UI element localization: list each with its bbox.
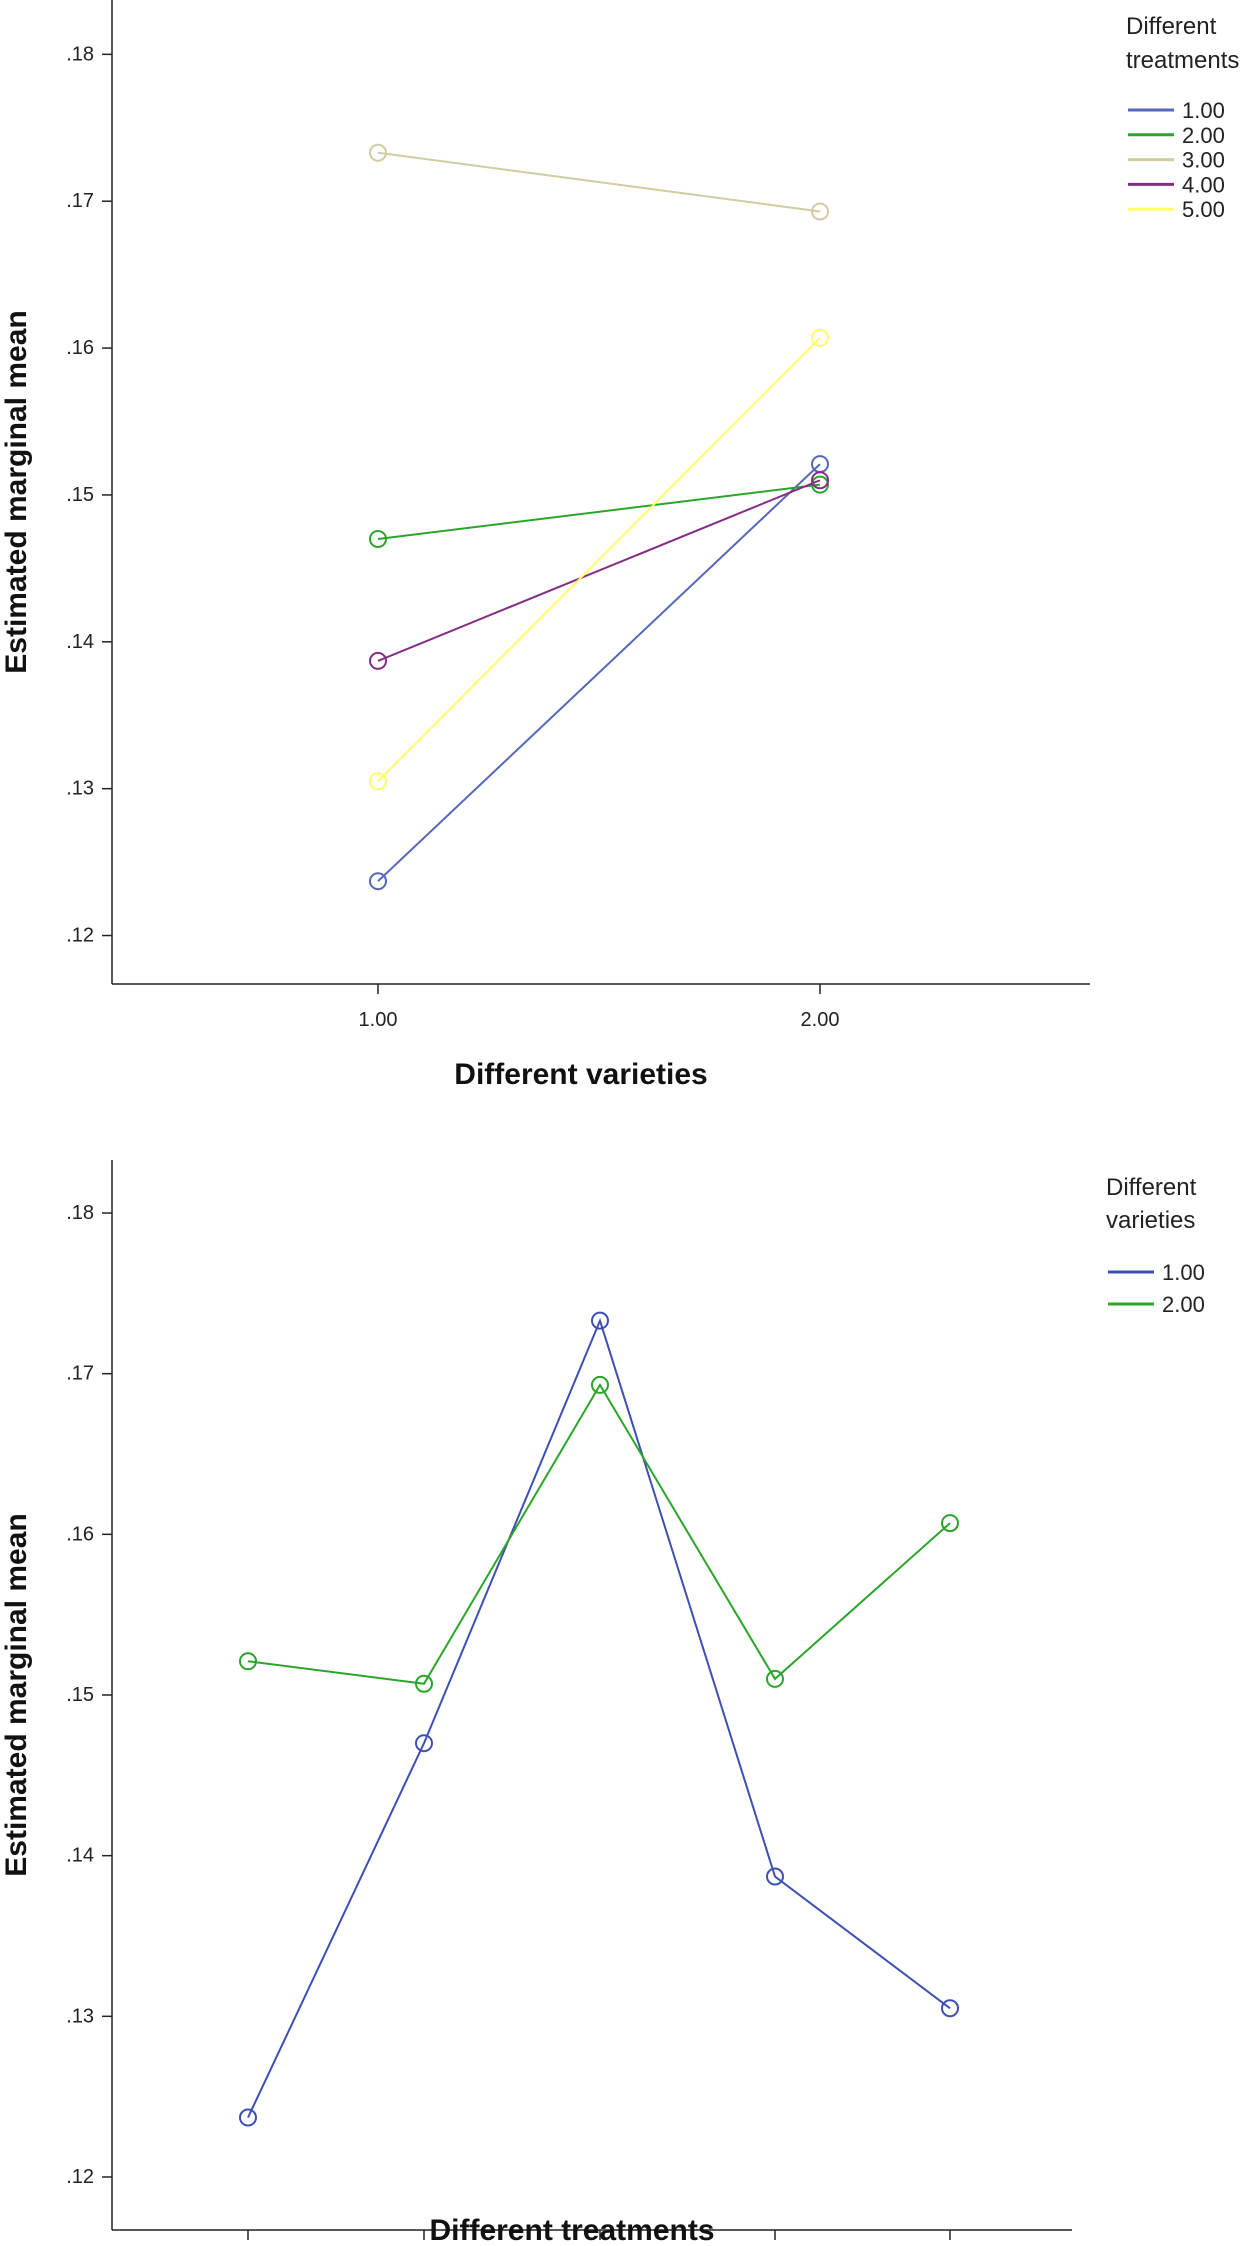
legend-title-line: Different [1126,13,1217,40]
legend-title-line: Different [1106,1174,1197,1201]
series-line [247,1317,951,2118]
data-point [941,1514,959,1533]
data-point [415,1734,433,1753]
data-point [811,471,829,490]
y-axis-title: Estimated marginal mean [0,310,33,673]
x-tick-label: 2.00 [801,1009,840,1031]
plot-area [239,1311,959,2127]
series-line [377,483,821,540]
x-axis-title: Different treatments [429,2214,714,2246]
series-3.00 [369,143,829,221]
legend-title-line: treatments [1126,47,1239,74]
legend-item: 3.00 [1128,148,1225,173]
data-point [811,475,829,494]
data-point [591,1311,609,1330]
legend-item: 2.00 [1108,1292,1205,1317]
legend-label: 3.00 [1182,148,1225,173]
data-point [369,143,387,162]
legend-item: 5.00 [1128,197,1225,222]
data-point [369,872,387,891]
series-1.00 [369,455,829,891]
legend-item: 1.00 [1108,1260,1205,1285]
x-tick-label: 1.00 [359,1009,398,1031]
series-line [377,479,821,662]
legend-label: 1.00 [1182,98,1225,123]
legend-item: 2.00 [1128,123,1225,148]
y-tick-label: .17 [66,190,94,212]
y-tick-label: .15 [66,1684,94,1706]
data-point [591,1375,609,1394]
data-point [369,651,387,670]
y-axis-title: Estimated marginal mean [0,1513,33,1876]
legend: Different treatments 1.002.003.004.005.00 [1126,13,1239,222]
legend-item: 1.00 [1128,98,1225,123]
series-2.00 [239,1375,959,1693]
legend-label: 2.00 [1162,1292,1205,1317]
y-tick-label: .15 [66,484,94,506]
series-line [247,1382,951,1685]
data-point [811,202,829,221]
data-point [766,1669,784,1688]
axes: .12.13.14.15.16.17.181.002.003.004.005.0… [66,1160,1072,2240]
axes: .12 .13 .14 .15 .16 .17 .18 1.00 2.00 [66,0,1090,1031]
series-5.00 [369,328,829,791]
y-tick-label: .14 [66,1845,94,1867]
legend-label: 1.00 [1162,1260,1205,1285]
y-tick-label: .16 [66,1523,94,1545]
data-point [369,529,387,548]
y-tick-label: .12 [66,925,94,947]
chart-treatments: .12.13.14.15.16.17.181.002.003.004.005.0… [0,1160,1205,2246]
y-tick-label: .13 [66,778,94,800]
data-point [239,2108,257,2127]
series-line [377,337,821,783]
y-tick-label: .13 [66,2005,94,2027]
series-1.00 [239,1311,959,2127]
data-point [369,772,387,791]
data-point [766,1867,784,1886]
y-tick-label: .14 [66,631,94,653]
data-point [239,1652,257,1671]
data-point [415,1674,433,1693]
data-point [941,1999,959,2018]
series-2.00 [369,475,829,548]
legend-label: 2.00 [1182,123,1225,148]
series-4.00 [369,471,829,670]
y-tick-label: .12 [66,2166,94,2188]
x-axis-title: Different varieties [454,1058,707,1091]
data-point [811,328,829,347]
legend-label: 5.00 [1182,197,1225,222]
y-tick-label: .18 [66,1202,94,1224]
legend-title-line: varieties [1106,1207,1195,1234]
series-line [377,463,821,882]
y-tick-label: .17 [66,1363,94,1385]
legend: Different varieties 1.00 2.00 [1106,1174,1205,1317]
legend-item: 4.00 [1128,172,1225,197]
y-tick-label: .16 [66,337,94,359]
y-tick-label: .18 [66,43,94,65]
legend-label: 4.00 [1182,172,1225,197]
plot-area [369,143,829,891]
series-line [377,151,821,213]
